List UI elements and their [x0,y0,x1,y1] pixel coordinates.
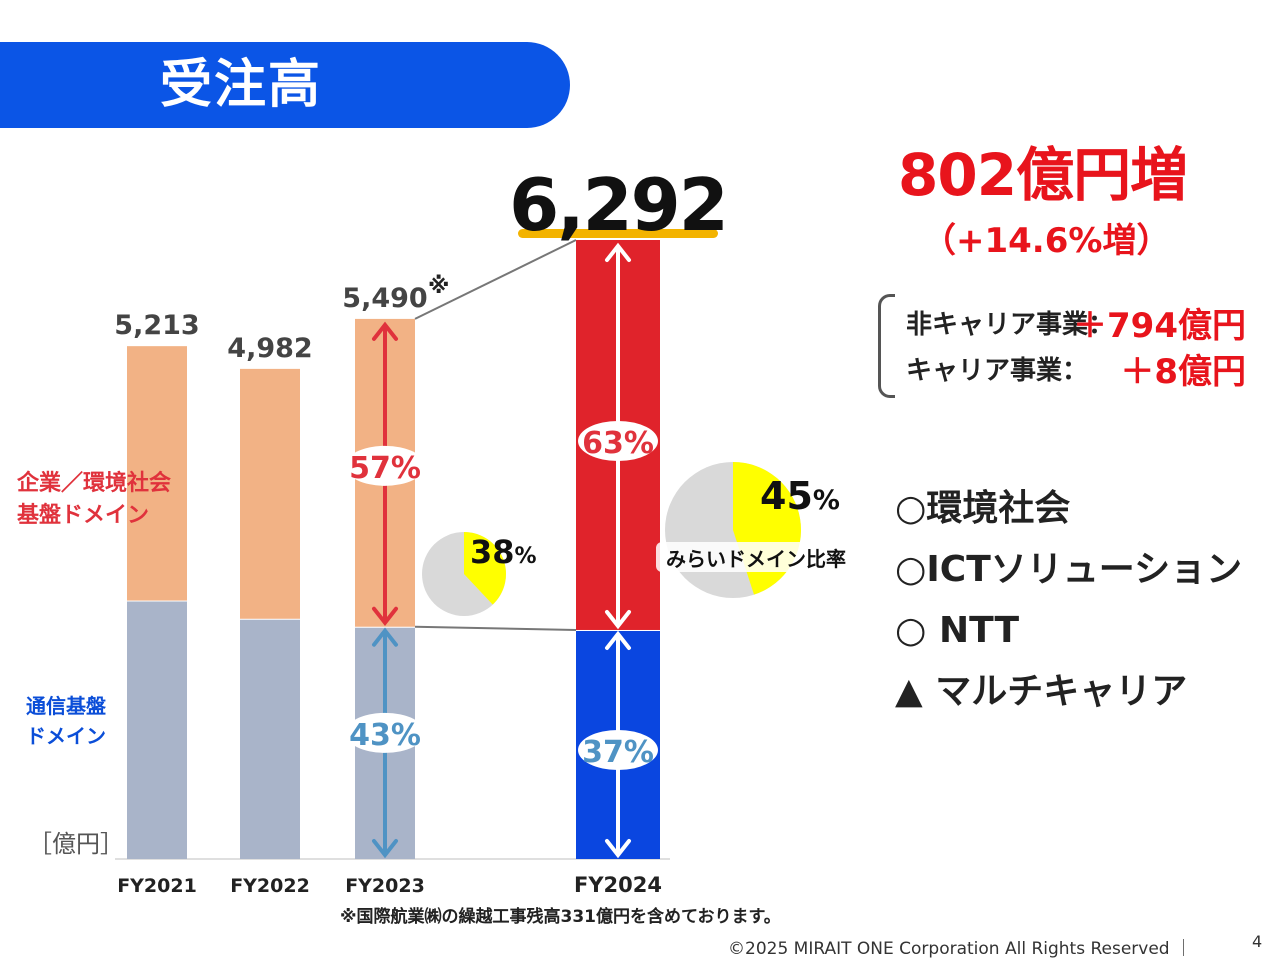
breakdown-value: ＋8億円 [1120,352,1246,392]
bar-segment [240,618,300,859]
total-label: 6,292 [509,163,727,247]
bar-segment [127,600,187,859]
legend-label: 企業／環境社会 [16,470,171,496]
arrow-head [605,242,631,262]
share-label-bg [578,730,658,770]
pie-caption-bg [656,542,852,572]
orders-chart: FY2021 FY2022 FY2023 FY2024 5,213 4,982 5,490 6… [16,163,852,897]
breakdown-row-noncarrier: 非キャリア事業： ＋794億円 [906,298,1266,346]
pie-fy2023-slice [464,532,506,605]
breakdown-row-carrier: キャリア事業： ＋8億円 [906,344,1266,392]
increase-breakdown: 非キャリア事業： ＋794億円 キャリア事業： ＋8億円 [878,290,1258,400]
x-tick-label: FY2024 [574,873,662,897]
share-label-bg [345,445,425,486]
share-label: 43% [349,718,421,753]
copyright: ©2025 MIRAIT ONE Corporation All Rights … [728,939,1193,959]
legend-label: 基盤ドメイン [17,502,149,528]
arrow-head [605,630,631,650]
increase-rate: （+14.6%増） [922,221,1171,261]
domain-item: ○ NTT [895,610,1020,651]
unit-label: ［億円］ [28,830,124,858]
connector-line [414,625,577,631]
page-title: 受注高 [160,55,323,115]
share-label-bg [578,421,658,461]
increase-headline: 802億円増 [898,141,1188,209]
domain-list: ○環境社会 ○ICTソリューション ○ NTT ▲ マルチキャリア [895,478,1242,722]
bar-segment [127,346,187,601]
share-label: 63% [582,426,654,461]
breakdown-label: キャリア事業： [906,356,1089,386]
breakdown-label: 非キャリア事業： [906,310,1115,340]
arrow-head [605,839,631,859]
x-tick-label: FY2021 [117,875,197,897]
share-label-bg [345,712,425,753]
total-label: 5,490 [342,283,427,314]
total-label: 5,213 [114,310,199,341]
connector-line [414,239,577,320]
arrow-head [372,627,398,647]
legend-label: 通信基盤 [26,694,107,718]
arrow-head [605,609,631,630]
total-label: 4,982 [227,333,312,364]
domain-item: ○環境社会 [895,488,1071,529]
share-label: 57% [349,451,421,486]
domain-item: ▲ マルチキャリア [895,671,1188,712]
total-underline [518,229,718,238]
page-number: 4 [1252,932,1263,951]
pie-label: 45% [760,474,840,518]
domain-item: ○ICTソリューション [895,549,1243,590]
arrow-head [372,321,398,341]
title-banner [0,42,570,128]
footnote: ※国際航業㈱の繰越工事残高331億円を含めております。 [340,907,781,927]
arrow-head [372,839,398,859]
bracket [878,294,895,398]
total-note-mark: ※ [428,274,449,299]
bar-segment [240,368,300,619]
x-tick-label: FY2023 [345,875,425,897]
pie-caption: みらいドメイン比率 [666,547,846,571]
x-tick-label: FY2022 [230,875,310,897]
legend-label: ドメイン [26,724,106,748]
arrow-head [372,606,398,626]
pie-label: 38% [470,533,537,571]
share-label: 37% [582,735,654,770]
breakdown-value: ＋794億円 [1073,306,1246,346]
